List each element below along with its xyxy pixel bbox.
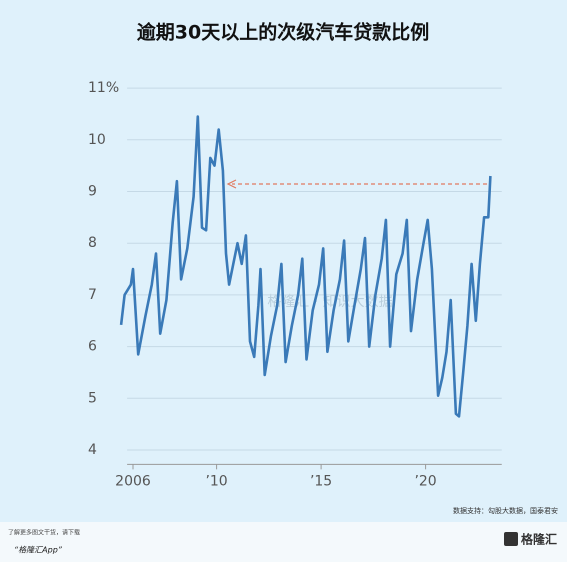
y-tick-label: 10 bbox=[88, 132, 106, 148]
logo: 格隆汇 bbox=[521, 532, 557, 547]
x-tick-label: ’15 bbox=[310, 473, 332, 489]
y-tick-label: 5 bbox=[88, 390, 97, 406]
logo-icon bbox=[504, 532, 518, 546]
y-tick-label: 8 bbox=[88, 235, 97, 251]
source: 数据支持：勾股大数据，国泰君安 bbox=[453, 506, 558, 515]
y-tick-label: 11% bbox=[88, 80, 119, 96]
x-tick-label: ’10 bbox=[205, 473, 227, 489]
footer-note: 了解更多图文干货，请下载 bbox=[8, 529, 80, 537]
footer-app: “格隆汇App” bbox=[14, 546, 63, 555]
x-tick-label: 2006 bbox=[115, 473, 151, 489]
y-tick-label: 4 bbox=[88, 442, 97, 458]
footer-band bbox=[0, 522, 567, 562]
plot: 4 5 6 7 8 9 10 11% 2006 ’10 ’15 ’20 bbox=[88, 80, 502, 489]
line-series bbox=[119, 115, 492, 418]
x-tick-label: ’20 bbox=[414, 473, 436, 489]
y-tick-label: 7 bbox=[88, 287, 97, 303]
y-tick-label: 6 bbox=[88, 339, 97, 355]
arrow-head bbox=[226, 179, 237, 189]
y-tick-label: 9 bbox=[88, 184, 97, 200]
chart-title: 逾期30天以上的次级汽车贷款比例 bbox=[137, 21, 429, 44]
